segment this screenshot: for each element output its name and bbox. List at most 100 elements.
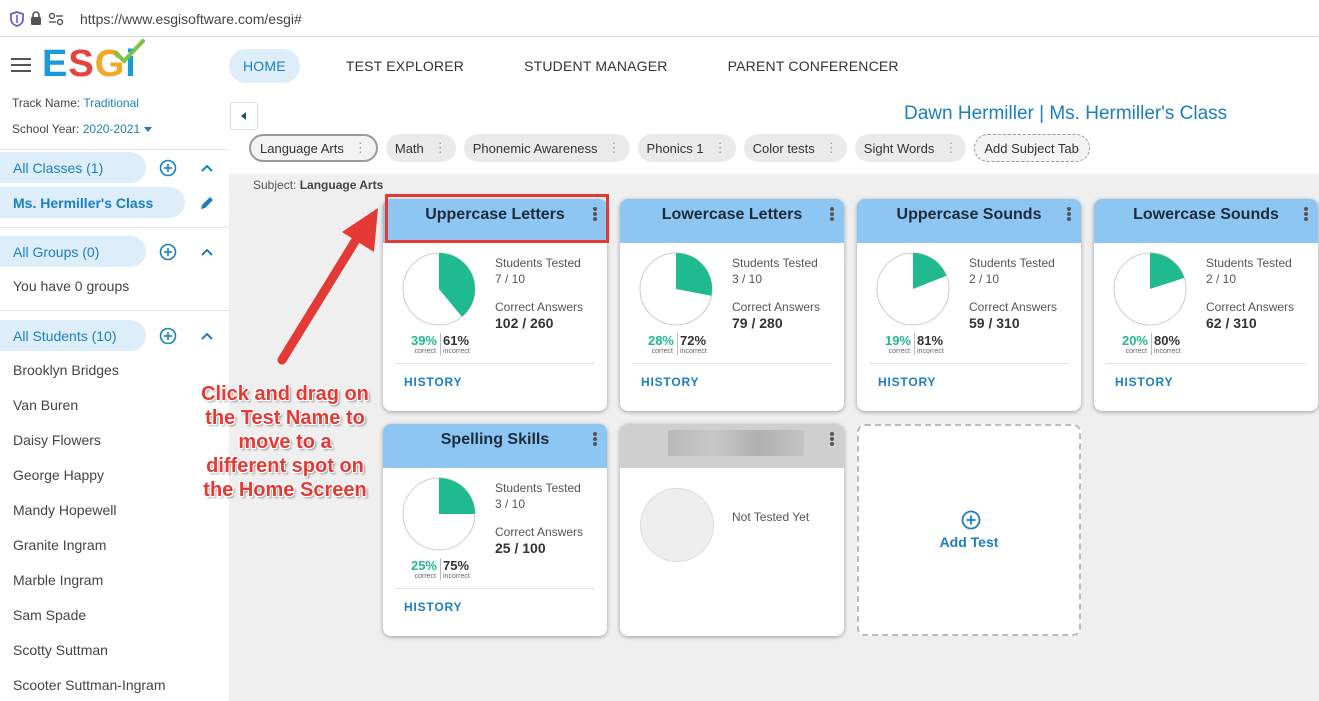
student-item[interactable]: Scooter Suttman-Ingram — [13, 677, 166, 693]
divider — [0, 310, 229, 311]
tab-color-tests[interactable]: Color tests ⋮ — [743, 134, 847, 162]
tab-menu-icon[interactable]: ⋮ — [433, 140, 447, 155]
address-bar[interactable]: https://www.esgisoftware.com/esgi# — [0, 0, 1319, 37]
edit-pencil-icon[interactable] — [199, 195, 215, 211]
test-card-untested[interactable]: Not Tested Yet — [620, 424, 844, 636]
student-item[interactable]: Van Buren — [13, 397, 79, 413]
tab-phonics-1[interactable]: Phonics 1 ⋮ — [637, 134, 736, 162]
progress-pie — [876, 252, 950, 326]
test-name[interactable]: Lowercase Sounds — [1133, 206, 1279, 223]
divider — [914, 333, 915, 355]
card-header-drag-handle[interactable]: Uppercase Letters — [383, 199, 607, 243]
test-card[interactable]: Uppercase Sounds Students Tested 2 / 10 … — [857, 199, 1081, 411]
kebab-menu-icon[interactable] — [593, 432, 597, 446]
card-header-drag-handle[interactable]: Lowercase Sounds — [1094, 199, 1318, 243]
card-header-drag-handle[interactable]: Spelling Skills — [383, 424, 607, 468]
divider — [677, 333, 678, 355]
groups-empty-text: You have 0 groups — [13, 278, 130, 294]
student-item[interactable]: Marble Ingram — [13, 572, 104, 588]
student-item[interactable]: Mandy Hopewell — [13, 502, 117, 518]
add-test-card[interactable]: Add Test — [857, 424, 1081, 636]
card-header-drag-handle[interactable]: Uppercase Sounds — [857, 199, 1081, 243]
track-value[interactable]: Traditional — [83, 96, 139, 110]
add-class-icon[interactable] — [159, 159, 177, 177]
test-name[interactable]: Lowercase Letters — [661, 206, 803, 223]
chevron-up-icon[interactable] — [200, 247, 214, 257]
not-tested-status: Not Tested Yet — [732, 510, 810, 524]
kebab-menu-icon[interactable] — [1304, 207, 1308, 221]
collapse-sidebar-button[interactable] — [230, 102, 258, 130]
tab-menu-icon[interactable]: ⋮ — [607, 140, 621, 155]
nav-home[interactable]: HOME — [229, 49, 300, 83]
annotation-arrow-icon — [277, 208, 378, 365]
history-link[interactable]: HISTORY — [641, 375, 700, 389]
percent-incorrect: 61% — [443, 333, 470, 348]
test-card[interactable]: Lowercase Letters Students Tested 3 / 10… — [620, 199, 844, 411]
student-item[interactable]: Sam Spade — [13, 607, 87, 623]
card-header-drag-handle[interactable]: Lowercase Letters — [620, 199, 844, 243]
students-tested-label: Students Tested — [969, 256, 1055, 270]
card-header[interactable] — [620, 424, 844, 468]
test-name[interactable]: Uppercase Sounds — [896, 206, 1042, 223]
test-name[interactable]: Uppercase Letters — [425, 206, 565, 223]
progress-pie — [1113, 252, 1187, 326]
all-students-header[interactable]: All Students (10) — [0, 320, 146, 351]
esgi-logo[interactable]: ESGi — [42, 43, 137, 85]
all-classes-header[interactable]: All Classes (1) — [0, 152, 146, 183]
school-year-select[interactable]: School Year: 2020-2021 — [12, 122, 153, 136]
test-card[interactable]: Lowercase Sounds Students Tested 2 / 10 … — [1094, 199, 1318, 411]
permissions-icon[interactable] — [48, 12, 64, 26]
tab-menu-icon[interactable]: ⋮ — [944, 140, 957, 155]
tab-math[interactable]: Math ⋮ — [385, 134, 456, 162]
student-item[interactable]: Scotty Suttman — [13, 642, 108, 658]
progress-pie — [402, 252, 476, 326]
students-tested-label: Students Tested — [495, 481, 581, 495]
students-tested-value: 3 / 10 — [732, 272, 763, 286]
add-subject-tab-button[interactable]: Add Subject Tab — [974, 134, 1090, 162]
tab-sight-words[interactable]: Sight Words ⋮ — [854, 134, 967, 162]
kebab-menu-icon[interactable] — [830, 432, 834, 446]
divider — [0, 149, 229, 150]
kebab-menu-icon[interactable] — [1067, 207, 1071, 221]
kebab-menu-icon[interactable] — [830, 207, 834, 221]
add-group-icon[interactable] — [159, 243, 177, 261]
blurred-test-name — [668, 430, 804, 456]
subject-tabs: Language Arts ⋮ Math ⋮ Phonemic Awareness ⋮… — [249, 134, 1098, 162]
student-item[interactable]: Brooklyn Bridges — [13, 362, 119, 378]
nav-parent-conferencer[interactable]: PARENT CONFERENCER — [727, 58, 899, 74]
url-text[interactable]: https://www.esgisoftware.com/esgi# — [80, 10, 302, 27]
test-card[interactable]: Spelling Skills Students Tested 3 / 10 C… — [383, 424, 607, 636]
history-link[interactable]: HISTORY — [878, 375, 937, 389]
incorrect-sublabel: incorrect — [443, 348, 470, 355]
correct-answers-label: Correct Answers — [495, 300, 584, 314]
tab-menu-icon[interactable]: ⋮ — [353, 140, 367, 155]
tab-phonemic-awareness[interactable]: Phonemic Awareness ⋮ — [463, 134, 630, 162]
nav-test-explorer[interactable]: TEST EXPLORER — [345, 58, 465, 74]
test-card[interactable]: Uppercase Letters Students Tested 7 / 10… — [383, 199, 607, 411]
browser-toolbar: https://www.esgisoftware.com/esgi# — [0, 0, 1319, 37]
history-link[interactable]: HISTORY — [404, 375, 463, 389]
tab-language-arts[interactable]: Language Arts ⋮ — [249, 134, 378, 162]
history-link[interactable]: HISTORY — [404, 600, 463, 614]
correct-answers-label: Correct Answers — [969, 300, 1058, 314]
students-tested-value: 3 / 10 — [495, 497, 526, 511]
tab-menu-icon[interactable]: ⋮ — [713, 140, 727, 155]
highlight-box — [385, 194, 609, 243]
nav-student-manager[interactable]: STUDENT MANAGER — [524, 58, 668, 74]
test-name[interactable]: Spelling Skills — [440, 431, 550, 448]
chevron-up-icon[interactable] — [200, 331, 214, 341]
divider — [1106, 363, 1306, 364]
student-item[interactable]: George Happy — [13, 467, 105, 483]
all-groups-header[interactable]: All Groups (0) — [0, 236, 146, 267]
percent-correct: 39% — [410, 333, 437, 348]
chevron-up-icon[interactable] — [200, 163, 214, 173]
menu-icon[interactable] — [11, 58, 31, 74]
student-item[interactable]: Granite Ingram — [13, 537, 107, 553]
empty-pie — [640, 488, 714, 562]
student-item[interactable]: Daisy Flowers — [13, 432, 101, 448]
class-item-ms-hermiller[interactable]: Ms. Hermiller's Class — [0, 187, 185, 218]
tab-menu-icon[interactable]: ⋮ — [824, 140, 838, 155]
kebab-menu-icon[interactable] — [593, 207, 597, 221]
history-link[interactable]: HISTORY — [1115, 375, 1174, 389]
add-student-icon[interactable] — [159, 327, 177, 345]
